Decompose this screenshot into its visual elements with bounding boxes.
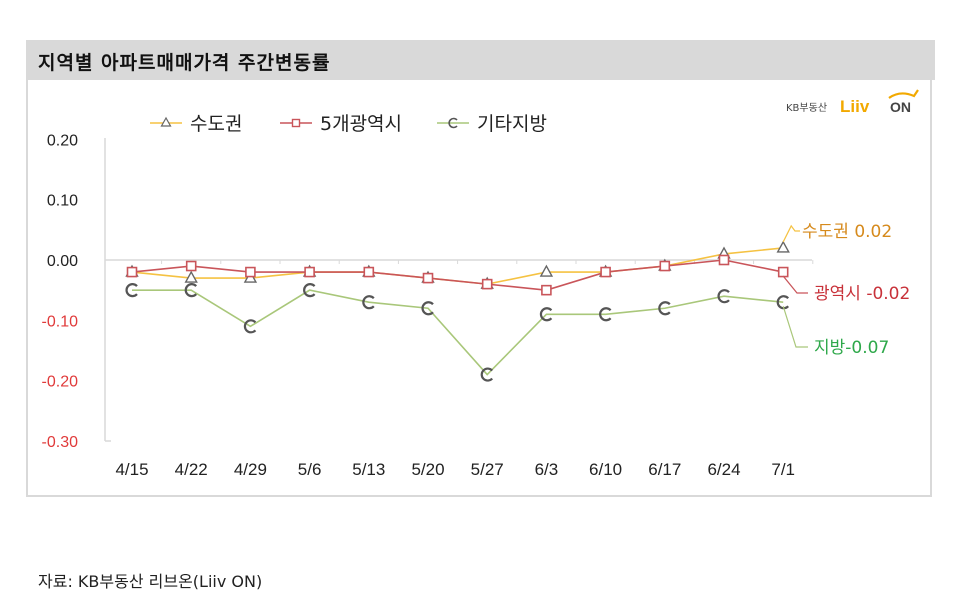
circle-marker-icon [776,295,790,310]
circle-marker-icon [125,283,138,298]
logo-on-text: ON [890,99,911,115]
source-caption: 자료: KB부동산 리브온(Liiv ON) [38,572,263,591]
x-tick-label: 6/3 [535,460,559,479]
y-tick-label: -0.10 [42,313,79,330]
x-tick-label: 4/29 [234,460,267,479]
series-line-2 [132,289,784,376]
annotation-leader-line [782,224,800,243]
series-line-0 [131,247,784,285]
y-tick-label: -0.20 [42,374,79,391]
square-marker-icon [422,272,434,284]
square-marker-icon [304,266,315,278]
circle-marker-icon [658,301,671,316]
circle-marker-icon [243,319,257,334]
square-marker-icon [659,260,671,272]
logo-kb-text: KB부동산 [786,102,827,114]
y-tick-label: -0.30 [42,434,79,451]
chart-frame [26,80,932,497]
circle-marker-icon [362,295,375,310]
circle-marker-icon [599,307,612,322]
x-tick-label: 5/27 [471,460,504,479]
x-tick-label: 5/20 [411,460,444,479]
square-marker-icon [363,266,375,278]
annotation-leader-line [782,306,808,348]
circle-marker-icon [717,289,730,304]
square-marker-icon [718,254,730,266]
x-tick-label: 7/1 [771,460,795,479]
circle-marker-icon [184,283,198,298]
logo-roof-icon [888,89,919,99]
circle-marker-icon [539,307,553,322]
x-tick-label: 4/15 [115,460,148,479]
annotation-leader-line [782,275,808,294]
legend-label: 기타지방 [477,113,547,135]
square-marker-icon [126,266,138,278]
square-marker-icon [185,260,197,272]
x-tick-label: 6/17 [648,460,681,479]
legend-circle-icon [448,117,458,129]
square-marker-icon [600,266,611,278]
square-marker-icon [541,284,552,296]
circle-marker-icon [303,283,316,298]
y-tick-label: 0.00 [47,253,78,270]
logo-liiv-text: Liiv [840,97,870,116]
annotation-label: 수도권 0.02 [802,222,892,242]
series-line-1 [131,259,784,291]
legend-label: 수도권 [190,113,242,135]
x-tick-label: 5/13 [352,460,385,479]
x-tick-label: 4/22 [175,460,208,479]
square-marker-icon [245,266,256,278]
circle-marker-icon [480,367,494,382]
legend-square-icon [291,118,301,128]
legend-triangle-icon [160,116,172,127]
circle-marker-icon [421,301,434,316]
x-tick-label: 5/6 [298,460,322,479]
annotation-label: 광역시 -0.02 [814,284,910,304]
triangle-marker-icon [776,240,790,253]
square-marker-icon [481,278,493,290]
triangle-marker-icon [184,270,198,283]
chart-title: 지역별 아파트매매가격 주간변동률 [38,52,331,74]
triangle-marker-icon [539,264,554,277]
legend-label: 5개광역시 [320,113,402,135]
x-tick-label: 6/10 [589,460,622,479]
annotation-label: 지방-0.07 [814,338,889,358]
y-tick-label: 0.10 [47,193,78,210]
chart-title-bar: 지역별 아파트매매가격 주간변동률 [26,40,935,80]
x-tick-label: 6/24 [707,460,740,479]
square-marker-icon [777,266,789,278]
y-tick-label: 0.20 [47,132,78,149]
